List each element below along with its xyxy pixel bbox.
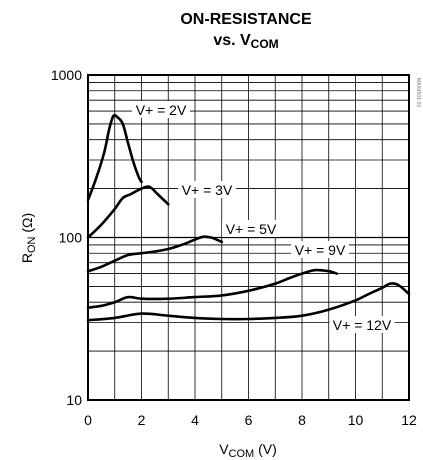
curve-label-bg bbox=[178, 181, 236, 198]
y-tick-label: 100 bbox=[59, 230, 83, 246]
plot-frame bbox=[87, 74, 410, 401]
y-axis-label-unit: (Ω) bbox=[19, 213, 35, 237]
x-tick-label: 4 bbox=[191, 412, 199, 428]
series-line bbox=[86, 113, 143, 202]
y-axis-label-main: R bbox=[19, 253, 35, 263]
series-line bbox=[86, 282, 411, 322]
x-tick-labels: 0 2 4 6 8 10 12 bbox=[84, 412, 417, 428]
watermark: MAX4501-03 bbox=[415, 78, 421, 107]
x-tick-label: 6 bbox=[245, 412, 253, 428]
curve-label: V+ = 3V bbox=[182, 182, 233, 198]
curve-label: V+ = 9V bbox=[295, 242, 346, 258]
grid bbox=[87, 75, 410, 401]
x-axis-label-main: V bbox=[219, 441, 229, 457]
x-tick-label: 8 bbox=[298, 412, 306, 428]
curve-label: V+ = 5V bbox=[226, 221, 277, 237]
y-tick-label: 10 bbox=[66, 392, 82, 408]
x-tick-label: 12 bbox=[401, 412, 417, 428]
x-axis-label: VCOM (V) bbox=[219, 441, 277, 460]
x-axis-label-sub: COM bbox=[229, 448, 255, 460]
curve-label: V+ = 2V bbox=[136, 102, 187, 118]
curve-label-bg bbox=[132, 101, 190, 118]
chart-title-line1: ON-RESISTANCE bbox=[180, 11, 312, 28]
curve-label-bg bbox=[329, 316, 395, 333]
curve-label-bg bbox=[222, 220, 280, 237]
x-tick-label: 10 bbox=[348, 412, 364, 428]
series-line bbox=[86, 185, 170, 239]
series-line bbox=[86, 235, 224, 273]
series-line bbox=[86, 268, 339, 309]
curve-label-bg bbox=[291, 241, 349, 258]
y-tick-labels: 10 100 1000 bbox=[51, 67, 82, 408]
y-axis-label-sub: ON bbox=[26, 236, 38, 253]
x-tick-label: 0 bbox=[84, 412, 92, 428]
y-tick-label: 1000 bbox=[51, 67, 82, 83]
chart-title-sub: COM bbox=[251, 37, 279, 51]
curve-labels: V+ = 2V V+ = 3V V+ = 5V V+ = 9V V+ = 12V bbox=[132, 101, 395, 333]
x-tick-label: 2 bbox=[138, 412, 146, 428]
x-axis-label-unit: (V) bbox=[254, 441, 277, 457]
curve-label: V+ = 12V bbox=[333, 317, 392, 333]
chart-title-prefix: vs. V bbox=[213, 32, 251, 49]
chart-title-line2: vs. VCOM bbox=[213, 32, 278, 51]
y-axis-label: RON (Ω) bbox=[19, 213, 38, 263]
curves bbox=[86, 113, 411, 322]
